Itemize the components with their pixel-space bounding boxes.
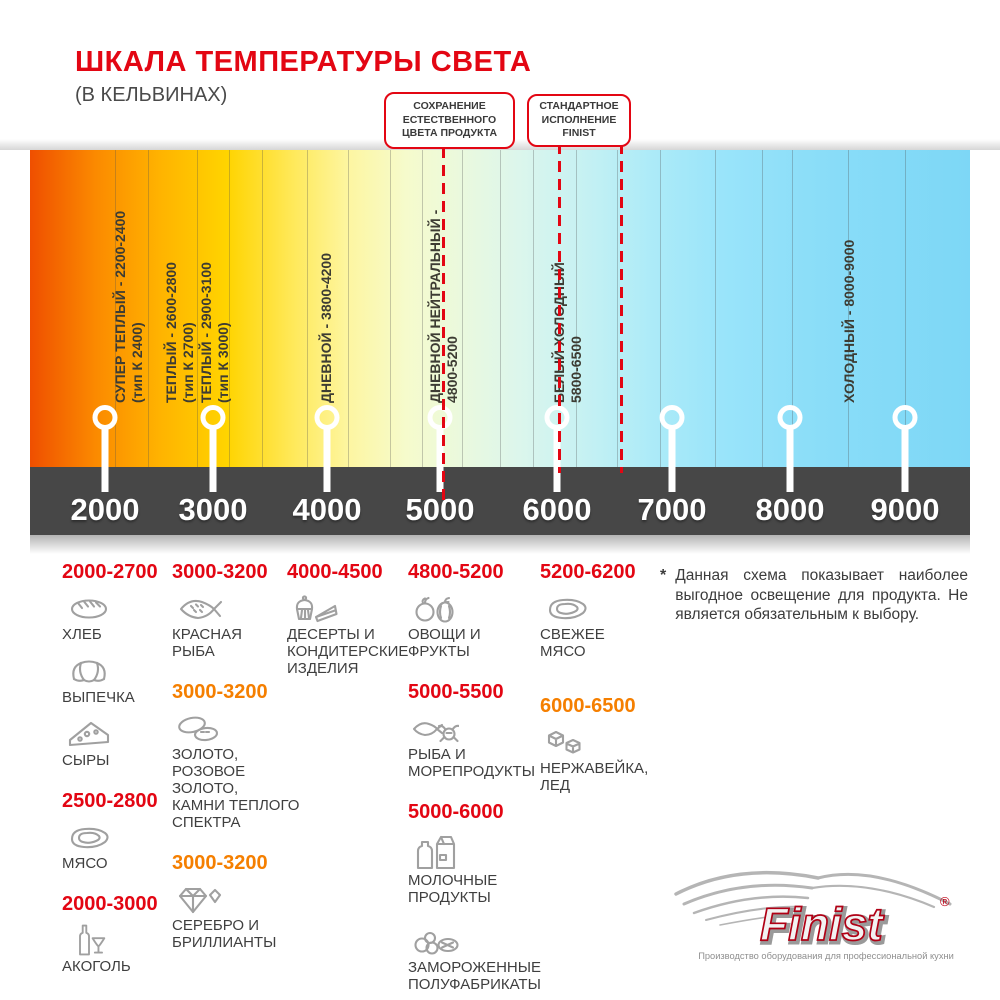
range-label: 2000-2700	[62, 561, 158, 583]
logo-text-shadow: Finist	[762, 900, 886, 952]
scale-marker-3000	[200, 405, 226, 430]
tick-5000: 5000	[405, 492, 475, 527]
scale-marker-6000	[544, 405, 570, 430]
callout-finist-standard: СТАНДАРТНОЕ ИСПОЛНЕНИЕ FINIST	[527, 94, 631, 147]
croissant-icon	[72, 660, 106, 683]
ice-cubes-icon	[547, 730, 581, 754]
scale-marker-7000	[659, 405, 685, 430]
range-label: 4800-5200	[408, 561, 504, 583]
legend-item-desserts: ДЕСЕРТЫ И КОНДИТЕРСКИЕ ИЗДЕЛИЯ	[287, 590, 415, 678]
range-label: 5000-6000	[408, 800, 504, 823]
temperature-gradient-band	[30, 150, 970, 467]
range-label: 3000-3200	[172, 680, 268, 703]
guide-line-finist-standard-left	[558, 143, 561, 473]
legend-column-4: 4800-5200 ОВОЩИ И ФРУКТЫ 5000-5500 РЫБА …	[408, 561, 548, 1000]
zone-label-cold: ХОЛОДНЫЙ - 8000-9000	[841, 239, 857, 403]
tick-9000: 9000	[870, 492, 940, 527]
scale-marker-2000	[92, 405, 118, 430]
fresh-meat-icon	[548, 598, 587, 620]
footnote-text: Данная схема показывает наиболее выгодно…	[675, 567, 968, 624]
logo-tagline: Производство оборудования для профессион…	[698, 951, 954, 961]
range-label: 3000-3200	[172, 851, 268, 874]
footnote: * Данная схема показывает наиболее выгод…	[660, 566, 968, 625]
bread-icon	[70, 599, 108, 619]
legend-item-frozen: ЗАМОРОЖЕННЫЕ ПОЛУФАБРИКАТЫ	[408, 923, 548, 994]
milk-icon	[416, 835, 456, 869]
page-subtitle: (В КЕЛЬВИНАХ)	[75, 84, 228, 106]
kelvin-scale-bar	[30, 467, 970, 535]
rings-icon	[178, 716, 219, 742]
meat-icon	[70, 827, 109, 849]
scale-marker-8000	[777, 405, 803, 430]
callout-natural-color: СОХРАНЕНИЕ ЕСТЕСТВЕННОГО ЦВЕТА ПРОДУКТА	[384, 92, 515, 149]
fish-icon	[179, 599, 223, 620]
scale-marker-5000	[427, 405, 453, 430]
legend-item-alcohol: АКОГОЛЬ	[62, 922, 170, 976]
logo-text: Finist	[760, 898, 884, 950]
footnote-asterisk: *	[660, 567, 667, 584]
legend-column-1: 2000-2700 ХЛЕБ ВЫПЕЧКА СЫРЫ 2500-2800 МЯ…	[62, 561, 170, 996]
legend-item-meat: МЯСО	[62, 819, 170, 873]
range-label: 4000-4500	[287, 561, 383, 583]
registered-mark: ®	[940, 894, 950, 909]
legend-item-red-fish: КРАСНАЯ РЫБА	[172, 590, 300, 661]
finist-logo: Finist Finist ® Производство оборудовани…	[668, 858, 970, 970]
fruits-icon	[415, 596, 454, 623]
scale-marker-4000	[314, 405, 340, 430]
tick-6000: 6000	[522, 492, 592, 527]
legend-column-3: 4000-4500 ДЕСЕРТЫ И КОНДИТЕРСКИЕ ИЗДЕЛИЯ	[287, 561, 415, 698]
fish-crab-icon	[412, 722, 459, 742]
legend-item-seafood: РЫБА И МОРЕПРОДУКТЫ	[408, 710, 548, 781]
tick-3000: 3000	[178, 492, 248, 527]
tick-7000: 7000	[637, 492, 707, 527]
range-label: 6000-6500	[540, 694, 636, 717]
range-label: 5000-5500	[408, 680, 504, 703]
range-label: 2000-3000	[62, 892, 158, 915]
legend-item-gold: ЗОЛОТО, РОЗОВОЕ ЗОЛОТО, КАМНИ ТЕПЛОГО СП…	[172, 710, 300, 832]
legend-column-2: 3000-3200 КРАСНАЯ РЫБА 3000-3200 ЗОЛОТО,…	[172, 561, 300, 971]
range-label: 3000-3200	[172, 561, 268, 583]
frozen-food-icon	[414, 931, 459, 955]
legend-item-ice: НЕРЖАВЕЙКА, ЛЕД	[540, 724, 660, 795]
range-label: 5200-6200	[540, 561, 636, 583]
tick-2000: 2000	[70, 492, 140, 527]
tick-4000: 4000	[292, 492, 362, 527]
tick-8000: 8000	[755, 492, 825, 527]
legend-item-dairy: МОЛОЧНЫЕ ПРОДУКТЫ	[408, 830, 548, 907]
diamond-icon	[178, 887, 222, 913]
alcohol-icon	[79, 924, 106, 956]
bar-shadow	[30, 535, 970, 554]
legend-item-fresh-meat: СВЕЖЕЕ МЯСО	[540, 590, 660, 661]
legend-item-silver: СЕРЕБРО И БРИЛЛИАНТЫ	[172, 881, 300, 952]
dessert-icon	[295, 595, 338, 623]
guide-line-finist-standard-right	[620, 143, 623, 473]
scale-marker-9000	[892, 405, 918, 430]
guide-line-natural-color	[442, 147, 445, 505]
legend-item-cheese: СЫРЫ	[62, 716, 170, 770]
cheese-icon	[68, 721, 110, 746]
legend-item-pastry: ВЫПЕЧКА	[62, 653, 170, 707]
range-label: 2500-2800	[62, 789, 158, 812]
legend-item-bread: ХЛЕБ	[62, 590, 170, 644]
legend-item-fruits: ОВОЩИ И ФРУКТЫ	[408, 590, 548, 661]
page-title: ШКАЛА ТЕМПЕРАТУРЫ СВЕТА	[75, 46, 532, 78]
legend-column-5: 5200-6200 СВЕЖЕЕ МЯСО 6000-6500 НЕРЖАВЕЙ…	[540, 561, 660, 815]
